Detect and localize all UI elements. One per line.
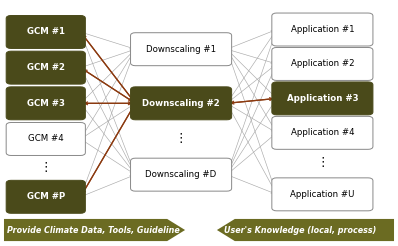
FancyBboxPatch shape <box>6 180 85 213</box>
FancyBboxPatch shape <box>131 33 232 66</box>
Text: GCM #2: GCM #2 <box>27 63 65 72</box>
FancyBboxPatch shape <box>6 87 85 120</box>
FancyBboxPatch shape <box>272 82 373 115</box>
Text: Application #2: Application #2 <box>291 60 354 68</box>
Text: GCM #3: GCM #3 <box>27 99 65 108</box>
FancyArrow shape <box>4 219 185 241</box>
FancyBboxPatch shape <box>6 123 85 155</box>
Text: ⋮: ⋮ <box>39 161 52 174</box>
Text: GCM #1: GCM #1 <box>27 28 65 36</box>
Text: Downscaling #2: Downscaling #2 <box>142 99 220 108</box>
Text: Downscaling #1: Downscaling #1 <box>146 45 216 54</box>
Text: Application #4: Application #4 <box>291 128 354 137</box>
FancyArrow shape <box>217 219 394 241</box>
Text: Provide Climate Data, Tools, Guideline: Provide Climate Data, Tools, Guideline <box>7 226 180 234</box>
FancyBboxPatch shape <box>6 51 85 84</box>
FancyBboxPatch shape <box>272 116 373 149</box>
Text: Downscaling #D: Downscaling #D <box>145 170 217 179</box>
FancyBboxPatch shape <box>6 15 85 48</box>
Text: Application #1: Application #1 <box>291 25 354 34</box>
FancyBboxPatch shape <box>272 178 373 211</box>
FancyBboxPatch shape <box>131 87 232 120</box>
Text: GCM #P: GCM #P <box>27 192 65 201</box>
FancyBboxPatch shape <box>272 47 373 80</box>
FancyBboxPatch shape <box>131 158 232 191</box>
Text: ⋮: ⋮ <box>175 133 187 145</box>
Text: User's Knowledge (local, process): User's Knowledge (local, process) <box>224 226 377 234</box>
Text: Application #U: Application #U <box>290 190 355 199</box>
FancyBboxPatch shape <box>272 13 373 46</box>
Text: Application #3: Application #3 <box>287 94 358 103</box>
Text: GCM #4: GCM #4 <box>28 135 64 143</box>
Text: ⋮: ⋮ <box>316 156 329 169</box>
